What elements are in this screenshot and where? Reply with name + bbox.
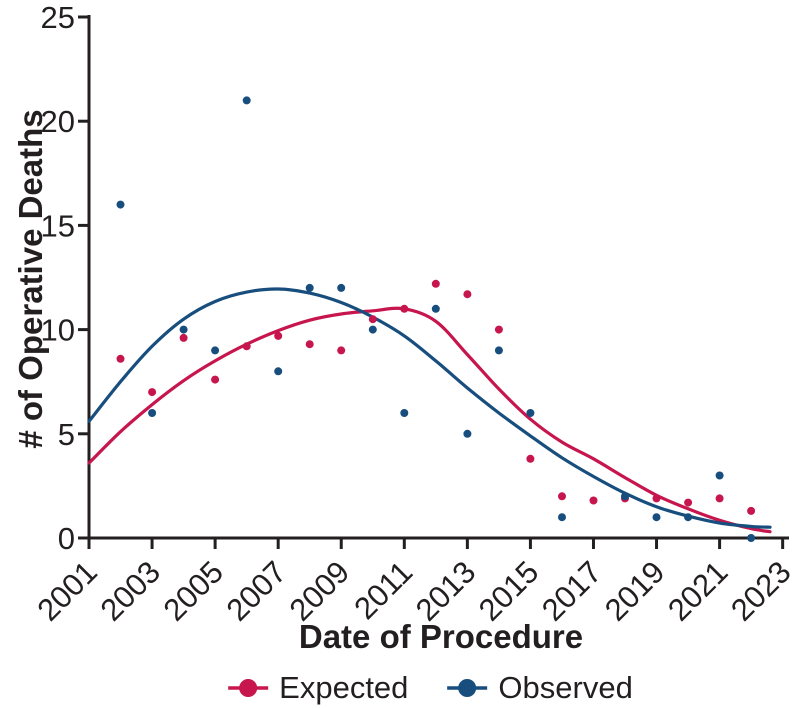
- observed-point: [621, 492, 629, 501]
- x-tick-label: 2005: [157, 554, 231, 628]
- expected-point: [368, 315, 377, 324]
- observed-point: [274, 367, 283, 376]
- legend: Expected Observed: [227, 670, 633, 706]
- observed-point: [652, 513, 661, 522]
- y-axis-title: # of Operative Deaths: [12, 109, 49, 449]
- expected-point: [211, 375, 220, 384]
- observed-marker-icon: [447, 679, 488, 697]
- observed-point: [368, 325, 377, 334]
- expected-point: [715, 494, 724, 503]
- expected-point: [463, 290, 472, 299]
- expected-point: [589, 496, 598, 505]
- x-tick-label: 2007: [220, 554, 294, 628]
- expected-point: [116, 354, 125, 363]
- expected-point: [747, 506, 756, 515]
- expected-point: [305, 340, 314, 349]
- observed-point: [179, 325, 188, 334]
- expected-point: [494, 325, 503, 334]
- observed-point: [715, 471, 724, 480]
- x-tick-label: 2019: [598, 554, 672, 628]
- y-tick-label: 0: [58, 521, 75, 556]
- legend-label-observed: Observed: [498, 670, 633, 705]
- observed-curve: [87, 287, 772, 529]
- observed-point: [558, 513, 566, 522]
- expected-point: [684, 498, 693, 507]
- x-tick-label: 2003: [94, 554, 168, 628]
- x-tick-label: 2017: [535, 554, 609, 628]
- observed-point: [526, 409, 535, 417]
- x-tick-label: 2015: [472, 554, 546, 628]
- expected-point: [400, 304, 409, 313]
- observed-point: [305, 283, 314, 292]
- expected-marker-icon: [228, 679, 269, 697]
- expected-point: [652, 494, 661, 503]
- expected-point: [274, 331, 283, 340]
- x-tick-label: 2021: [661, 554, 735, 628]
- observed-point: [463, 429, 472, 438]
- expected-point: [526, 454, 535, 463]
- expected-point: [558, 492, 566, 501]
- y-tick-label: 10: [41, 313, 75, 348]
- observed-point: [337, 283, 346, 292]
- y-tick-label: 15: [41, 208, 75, 243]
- observed-point: [747, 534, 756, 542]
- observed-point: [684, 513, 693, 522]
- y-tick-label: 20: [41, 104, 75, 139]
- observed-point: [148, 409, 157, 417]
- expected-point: [179, 333, 188, 342]
- legend-item-observed: Observed: [446, 670, 633, 706]
- x-axis-title: Date of Procedure: [298, 618, 584, 655]
- expected-point: [431, 279, 440, 288]
- x-tick-label: 2009: [283, 554, 357, 628]
- x-tick-label: 2013: [409, 554, 483, 628]
- x-tick-label: 2001: [30, 554, 104, 628]
- expected-point: [148, 388, 157, 397]
- x-tick-label: 2023: [724, 554, 797, 628]
- y-tick-label: 25: [41, 0, 75, 35]
- observed-point: [431, 304, 440, 313]
- x-tick-label: 2011: [347, 554, 419, 626]
- observed-point: [242, 96, 251, 105]
- expected-curve: [87, 306, 772, 534]
- observed-point: [116, 200, 125, 209]
- expected-point: [242, 342, 251, 351]
- expected-point: [337, 346, 346, 355]
- y-tick-label: 5: [58, 417, 75, 452]
- legend-item-expected: Expected: [227, 670, 408, 706]
- observed-point: [400, 409, 409, 417]
- observed-point: [494, 346, 503, 355]
- observed-point: [211, 346, 220, 355]
- legend-label-expected: Expected: [279, 670, 409, 705]
